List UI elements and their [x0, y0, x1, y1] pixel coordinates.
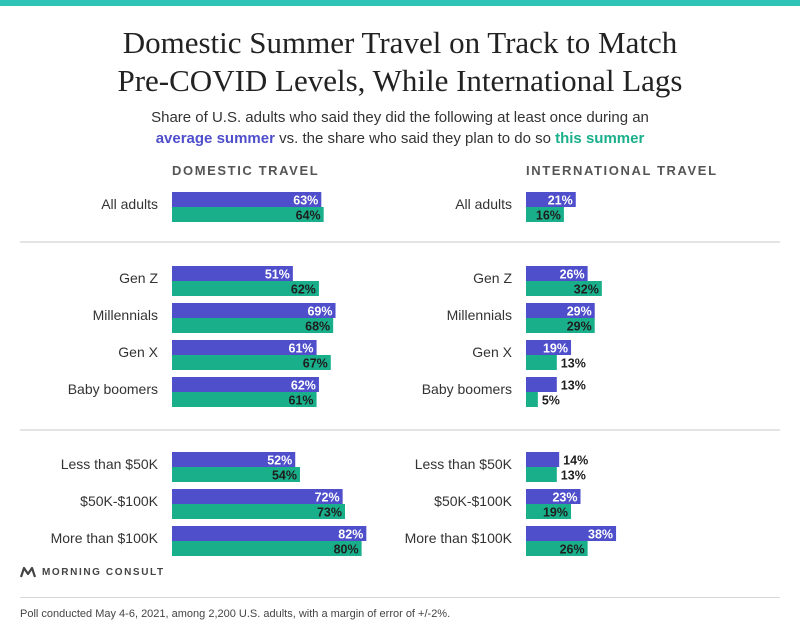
logo-mark-icon [20, 566, 36, 578]
data-label: 14% [563, 454, 588, 468]
legend-average-summer: average summer [155, 130, 275, 147]
data-label: 29% [567, 320, 592, 334]
bar-domestic-average-summer [172, 303, 336, 318]
category-label: Baby boomers [422, 381, 512, 397]
category-label: Gen X [118, 344, 158, 360]
data-label: 61% [289, 394, 314, 408]
data-label: 26% [560, 543, 585, 557]
bar-domestic-this-summer [172, 467, 300, 482]
data-label: 54% [272, 469, 297, 483]
data-label: 62% [291, 283, 316, 297]
data-label: 52% [267, 454, 292, 468]
data-label: 69% [307, 305, 332, 319]
category-label: Gen X [472, 344, 512, 360]
category-label: Millennials [93, 307, 158, 323]
data-label: 19% [543, 506, 568, 520]
data-label: 16% [536, 209, 561, 223]
data-label: 26% [560, 268, 585, 282]
chart-title-line-2: Pre-COVID Levels, While International La… [117, 63, 683, 98]
data-label: 62% [291, 379, 316, 393]
bar-international-average-summer [526, 452, 560, 467]
bar-international-this-summer [526, 504, 572, 519]
bar-domestic-this-summer [172, 318, 334, 333]
data-label: 13% [561, 357, 586, 371]
bar-international-this-summer [526, 392, 538, 407]
category-label: $50K-$100K [434, 493, 513, 509]
data-label: 80% [334, 543, 359, 557]
category-label: $50K-$100K [80, 493, 159, 509]
data-label: 63% [293, 194, 318, 208]
category-label: Gen Z [119, 270, 158, 286]
bar-domestic-this-summer [172, 355, 331, 370]
data-label: 67% [303, 357, 328, 371]
morning-consult-logo: MORNING CONSULT [20, 566, 165, 578]
chart-subtitle: Share of U.S. adults who said they did t… [0, 107, 800, 149]
bar-international-average-summer [526, 303, 595, 318]
data-label: 38% [588, 528, 613, 542]
category-label: Gen Z [473, 270, 512, 286]
bar-international-this-summer [526, 207, 564, 222]
footnote: Poll conducted May 4-6, 2021, among 2,20… [20, 608, 451, 620]
bar-international-this-summer [526, 467, 557, 482]
category-label: All adults [101, 196, 158, 212]
data-label: 21% [548, 194, 573, 208]
chart-title: Domestic Summer Travel on Track to Match… [0, 24, 800, 100]
top-accent-bar [0, 0, 800, 6]
chart-title-line-1: Domestic Summer Travel on Track to Match [122, 25, 678, 60]
category-label: All adults [455, 196, 512, 212]
data-label: 29% [567, 305, 592, 319]
bar-domestic-average-summer [172, 526, 367, 541]
data-label: 13% [561, 379, 586, 393]
bar-domestic-average-summer [172, 192, 322, 207]
category-label: More than $100K [405, 530, 513, 546]
bar-domestic-this-summer [172, 541, 362, 556]
data-label: 68% [305, 320, 330, 334]
bar-international-this-summer [526, 355, 557, 370]
data-label: 61% [289, 342, 314, 356]
data-label: 51% [265, 268, 290, 282]
subtitle-line-2: average summer vs. the share who said th… [0, 128, 800, 149]
bar-international-average-summer [526, 192, 576, 207]
bar-international-average-summer [526, 266, 588, 281]
data-label: 73% [317, 506, 342, 520]
bar-international-this-summer [526, 318, 595, 333]
bar-domestic-this-summer [172, 392, 317, 407]
data-label: 64% [296, 209, 321, 223]
panel-title-domestic: DOMESTIC TRAVEL [172, 163, 320, 178]
data-label: 32% [574, 283, 599, 297]
bar-domestic-average-summer [172, 340, 317, 355]
logo-text: MORNING CONSULT [42, 566, 165, 578]
data-label: 72% [315, 491, 340, 505]
data-label: 23% [552, 491, 577, 505]
bar-international-average-summer [526, 377, 557, 392]
bar-domestic-this-summer [172, 504, 346, 519]
data-label: 82% [338, 528, 363, 542]
category-label: Baby boomers [68, 381, 158, 397]
subtitle-connector: vs. the share who said they plan to do s… [274, 130, 556, 147]
bar-international-average-summer [526, 489, 581, 504]
legend-this-summer: this summer [555, 130, 645, 147]
panel-title-international: INTERNATIONAL TRAVEL [526, 163, 718, 178]
footer-divider [20, 597, 780, 598]
bar-domestic-this-summer [172, 281, 319, 296]
bar-domestic-average-summer [172, 266, 293, 281]
bar-international-average-summer [526, 340, 572, 355]
category-label: More than $100K [51, 530, 159, 546]
bar-domestic-average-summer [172, 452, 296, 467]
bar-international-this-summer [526, 281, 602, 296]
data-label: 13% [561, 469, 586, 483]
category-label: Less than $50K [61, 456, 159, 472]
category-label: Less than $50K [415, 456, 513, 472]
bar-international-average-summer [526, 526, 617, 541]
bar-international-this-summer [526, 541, 588, 556]
category-label: Millennials [447, 307, 512, 323]
bar-domestic-this-summer [172, 207, 324, 222]
bar-domestic-average-summer [172, 377, 319, 392]
subtitle-line-1: Share of U.S. adults who said they did t… [151, 109, 649, 126]
data-label: 5% [542, 394, 560, 408]
data-label: 19% [543, 342, 568, 356]
bar-domestic-average-summer [172, 489, 343, 504]
